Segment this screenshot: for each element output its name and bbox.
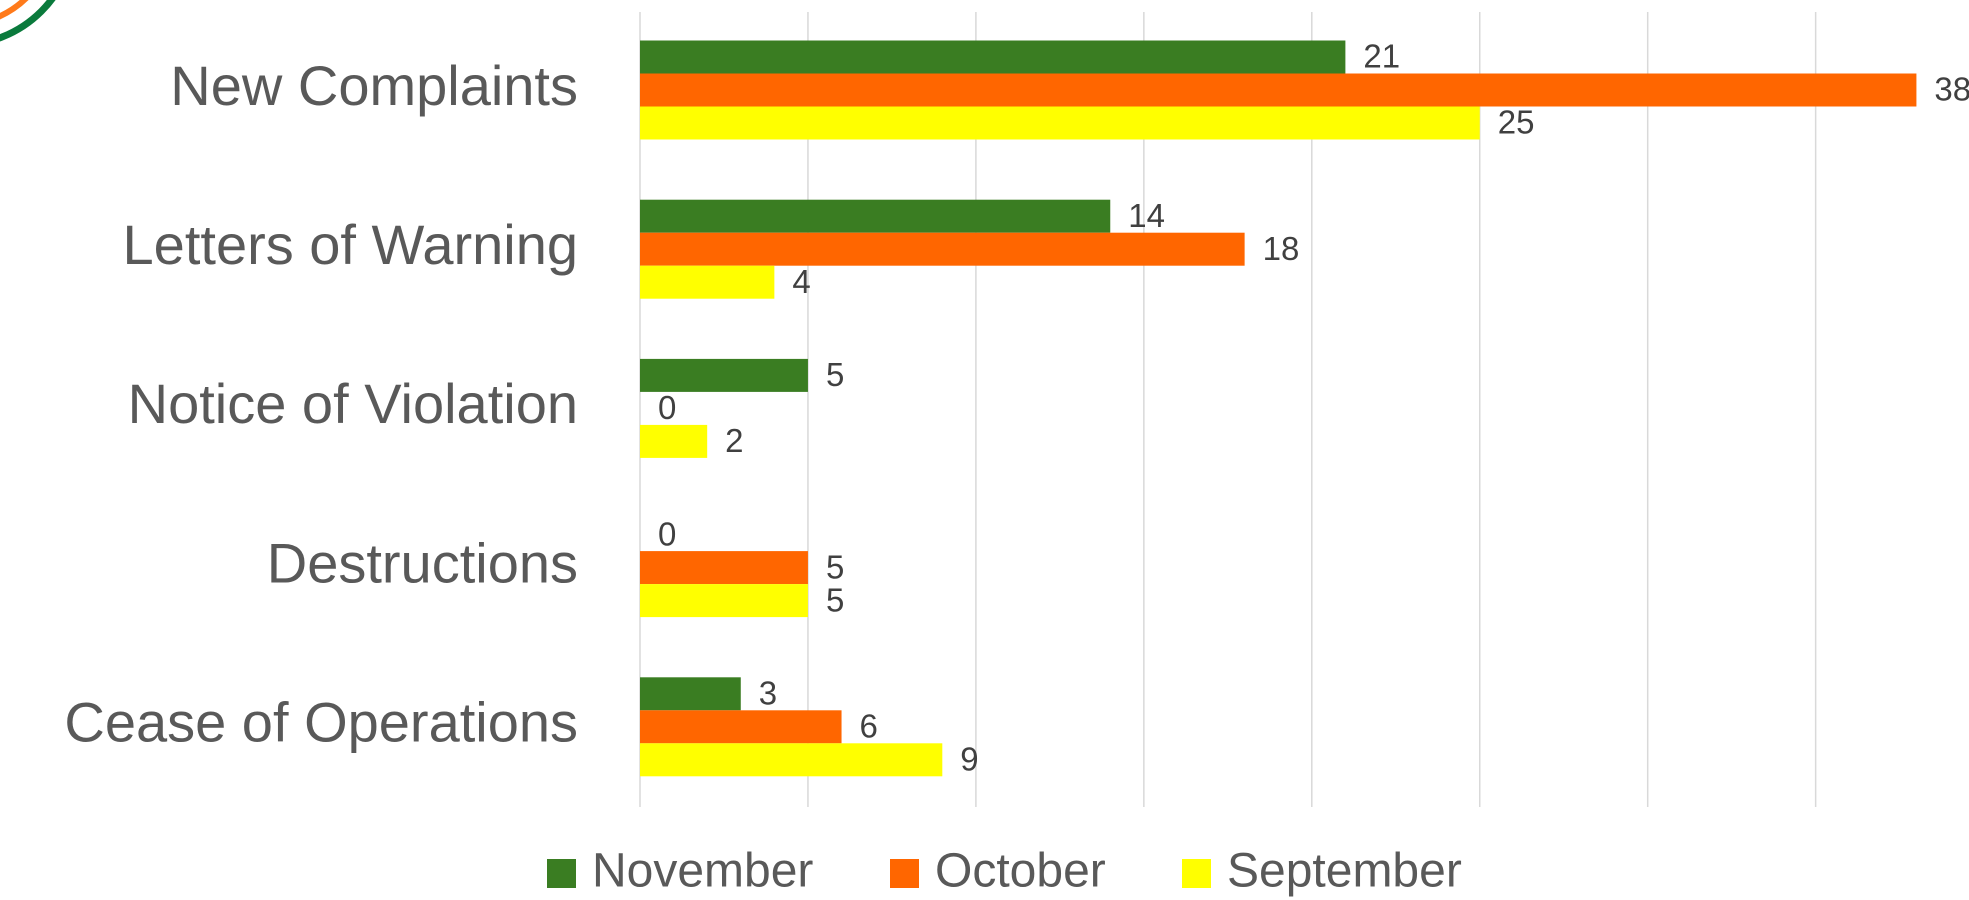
legend-label: September [1227, 845, 1462, 898]
bar [640, 677, 741, 711]
data-label: 21 [1363, 38, 1400, 75]
legend-swatch [890, 859, 919, 888]
bar [640, 73, 1917, 107]
data-label: 6 [860, 708, 878, 745]
bar [640, 584, 808, 618]
data-label: 25 [1498, 104, 1535, 141]
data-label: 5 [826, 548, 844, 585]
category-label: Destructions [267, 531, 578, 594]
legend-swatch [547, 859, 576, 888]
legend-label: November [592, 845, 813, 898]
bar [640, 358, 808, 392]
data-label: 4 [792, 263, 810, 300]
bar [640, 199, 1111, 233]
bar [640, 40, 1346, 74]
bar [640, 743, 943, 777]
data-label: 9 [960, 741, 978, 778]
data-label: 18 [1263, 230, 1300, 267]
bar [640, 424, 708, 458]
data-label: 5 [826, 581, 844, 618]
bar [640, 710, 842, 744]
data-label: 0 [658, 389, 676, 426]
category-label: Cease of Operations [64, 691, 578, 754]
category-label: New Complaints [170, 54, 578, 117]
legend-swatch [1182, 859, 1211, 888]
data-label: 2 [725, 422, 743, 459]
category-label: Notice of Violation [128, 372, 578, 435]
data-label: 3 [759, 675, 777, 712]
bar [640, 551, 808, 585]
bar [640, 106, 1480, 140]
data-label: 38 [1934, 71, 1969, 108]
data-label: 0 [658, 515, 676, 552]
category-label: Letters of Warning [123, 213, 578, 276]
legend-label: October [935, 845, 1106, 898]
data-label: 14 [1128, 197, 1165, 234]
logo-fragment [0, 0, 56, 42]
bar [640, 265, 775, 299]
data-label: 5 [826, 356, 844, 393]
bar [640, 232, 1245, 266]
